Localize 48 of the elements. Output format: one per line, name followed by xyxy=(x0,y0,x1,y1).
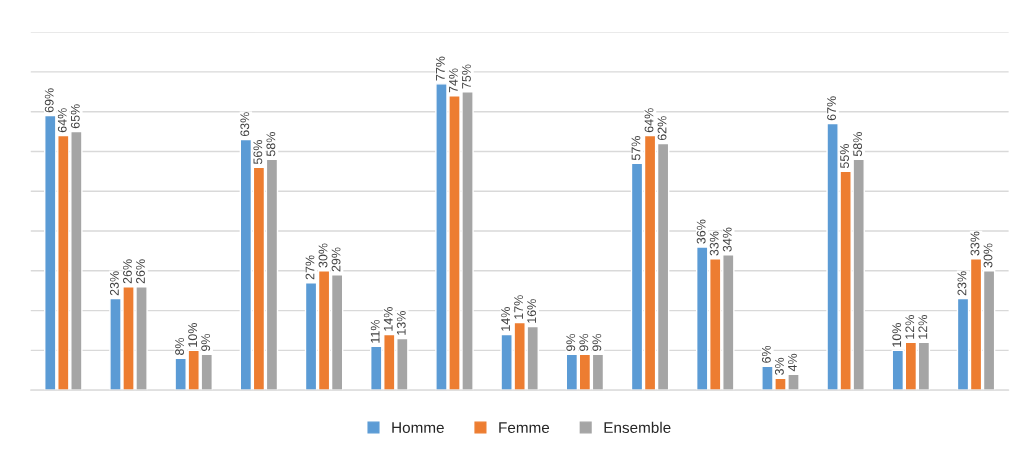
data-label: 63% xyxy=(240,112,250,137)
data-label: 9% xyxy=(592,333,602,351)
data-label: 36% xyxy=(696,219,706,244)
data-label: 74% xyxy=(449,68,458,93)
data-label: 13% xyxy=(396,311,406,335)
data-label: 69% xyxy=(44,88,54,113)
data-label: 4% xyxy=(788,353,797,372)
data-label: 14% xyxy=(383,307,393,331)
data-label: 56% xyxy=(253,140,263,165)
data-label: 23% xyxy=(109,271,119,296)
data-label: 75% xyxy=(462,64,471,89)
data-label: 64% xyxy=(644,108,654,133)
data-label: 10% xyxy=(892,323,902,347)
data-label: 67% xyxy=(827,96,836,121)
data-label: 55% xyxy=(840,144,850,169)
data-label: 12% xyxy=(918,315,928,339)
data-label: 12% xyxy=(905,315,915,339)
data-label: 3% xyxy=(774,357,784,375)
data-label: 33% xyxy=(709,231,719,256)
data-label: 34% xyxy=(722,227,732,252)
data-label: 6% xyxy=(761,345,771,363)
data-label: 30% xyxy=(318,243,328,268)
data-label: 57% xyxy=(631,136,641,161)
data-label: 16% xyxy=(527,299,537,323)
data-label: 26% xyxy=(136,259,145,284)
data-label: 64% xyxy=(57,108,67,133)
data-label: 10% xyxy=(188,323,198,347)
data-label: 11% xyxy=(370,319,380,343)
legend-label: Homme xyxy=(392,422,444,434)
data-label: 23% xyxy=(957,271,967,296)
data-label: 26% xyxy=(123,259,132,284)
data-label: 27% xyxy=(305,255,315,280)
data-label: 33% xyxy=(970,231,980,256)
data-label: 77% xyxy=(436,56,445,81)
data-label: 30% xyxy=(983,243,993,268)
legend-label: Ensemble xyxy=(604,421,671,434)
data-label: 65% xyxy=(70,104,80,129)
legend-label: Femme xyxy=(499,422,550,434)
data-label: 8% xyxy=(175,337,185,356)
data-label: 17% xyxy=(514,295,523,319)
data-label: 9% xyxy=(566,333,576,351)
data-label: 58% xyxy=(853,132,863,157)
data-label: 9% xyxy=(201,333,211,351)
data-label: 62% xyxy=(657,116,667,141)
data-label: 14% xyxy=(501,307,510,331)
data-label: 29% xyxy=(331,247,341,272)
data-label: 58% xyxy=(266,132,276,157)
data-label: 9% xyxy=(579,333,589,351)
